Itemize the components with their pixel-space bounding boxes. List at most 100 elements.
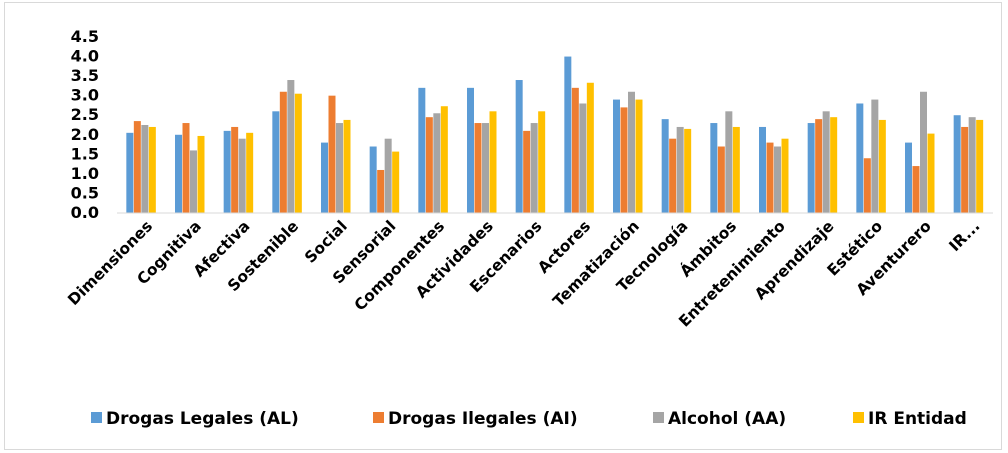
bar [515,80,523,214]
bar [440,106,448,213]
bar [905,142,912,213]
legend-swatch [91,412,102,423]
bar [197,135,205,213]
bar [586,82,594,213]
bar [878,119,886,213]
bar [953,115,961,213]
bar [538,111,546,213]
bar [856,103,864,213]
y-tick-label: 3.5 [71,66,99,85]
bar [175,134,182,213]
bar [564,56,572,213]
bar [920,91,927,213]
bar [141,125,149,213]
bar [126,132,134,213]
bar [523,130,531,213]
bar [392,151,400,213]
bar [287,80,295,214]
bar [571,87,579,213]
x-category-label: IR... [946,217,984,255]
bar [328,95,336,213]
bar [246,132,254,213]
x-category-label: Dimensiones [64,217,156,309]
bar [433,113,441,213]
bar [613,99,620,213]
legend-label: Drogas Ilegales (AI) [388,409,578,429]
legend-label: Drogas Legales (AL) [106,409,299,429]
bar [369,146,377,213]
bar [425,117,433,213]
legend-label: IR Entidad [868,409,967,429]
bars [126,56,984,214]
y-tick-label: 1.0 [71,164,99,183]
bar [732,126,740,213]
bar [489,111,497,213]
bar [238,138,246,213]
legend-label: Alcohol (AA) [668,409,786,429]
bar [579,103,587,213]
bar [815,119,823,213]
bar [279,91,287,213]
bar [377,169,385,213]
legend: Drogas Legales (AL) Drogas Ilegales (AI) A… [91,409,967,429]
legend-swatch [653,412,664,423]
y-tick-label: 0.5 [71,183,99,202]
bar [231,126,239,213]
bar [968,117,976,213]
y-tick-label: 2.0 [71,125,99,144]
bar [321,142,328,213]
y-tick-label: 4.5 [71,27,99,46]
bar [927,133,935,213]
bar [182,123,190,213]
bar [863,158,871,213]
bar [766,142,774,213]
bar [684,128,692,213]
bar [871,99,879,213]
bar [384,138,392,213]
bar [418,87,426,213]
bar [976,119,984,213]
y-tick-label: 0.0 [71,203,99,222]
y-tick-label: 1.5 [71,144,99,163]
bar [759,126,766,213]
y-tick-label: 4.0 [71,47,99,66]
bar [710,123,718,213]
bar [148,126,156,213]
bar [912,166,920,213]
legend-swatch [373,412,384,423]
bar [628,91,635,213]
bar [620,107,628,213]
bar [272,111,280,213]
bar [676,126,684,213]
bar [190,150,197,213]
y-tick-label: 3.0 [71,86,99,105]
bar-chart: 0.00.51.01.52.02.53.03.54.04.5 Dimension… [64,27,993,429]
bar [830,117,838,213]
bar [669,138,677,213]
chart-area: 0.0 0.5 1.0 1.5 2.0 2.5 3.0 3.5 4.0 4.5 Dimension… [4,2,1002,450]
legend-swatch [853,412,864,423]
bar [467,87,474,213]
y-tick-label: 2.5 [71,105,99,124]
bar [725,111,733,213]
bar [822,111,830,213]
bar [774,146,781,213]
bar [133,121,141,213]
bar [336,123,343,213]
bar [343,119,351,213]
bar [717,146,725,213]
x-category-label: Tematización [549,217,642,310]
bar [781,138,789,213]
x-category-label: Componentes [351,217,448,314]
bar [635,99,643,213]
bar [294,93,302,213]
bar [961,126,969,213]
bar [661,119,669,213]
bar [223,130,231,213]
bar [482,123,489,213]
bar [474,123,482,213]
bar [530,123,538,213]
bar [807,123,815,213]
y-axis-tick-labels: 0.00.51.01.52.02.53.03.54.04.5 [71,27,99,222]
